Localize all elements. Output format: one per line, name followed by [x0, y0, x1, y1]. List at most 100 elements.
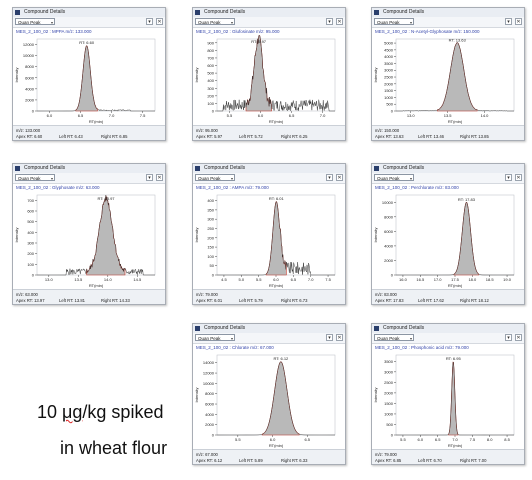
- window-title: Compound Details: [204, 325, 246, 331]
- x-tick-label: 14.0: [104, 277, 113, 282]
- chromatogram-plot: 0 2000 4000 6000 8000 10000 12000 6.0 6.5 7.0 7.5 R…: [14, 38, 156, 124]
- x-axis-label: RT(min): [448, 443, 463, 448]
- pin-button[interactable]: ▾: [505, 174, 512, 181]
- footer-mz: m/z: 63.000: [16, 292, 38, 297]
- compound-details-window[interactable]: Compound Details Quan Peak ▾ ▾ ✕ MES_2_10…: [371, 163, 525, 305]
- peak-type-dropdown[interactable]: Quan Peak ▾: [15, 18, 55, 25]
- peak-type-dropdown[interactable]: Quan Peak ▾: [374, 334, 414, 341]
- compound-details-window[interactable]: Compound Details Quan Peak ▾ ▾ ✕ MES_2_10…: [371, 7, 525, 141]
- x-tick-label: 17.0: [434, 277, 443, 282]
- peak-type-dropdown[interactable]: Quan Peak ▾: [374, 18, 414, 25]
- footer-mz: m/z: 79.000: [375, 452, 397, 457]
- y-tick-label: 3000: [384, 68, 394, 73]
- y-tick-label: 6000: [25, 75, 35, 80]
- footer-apex-rt: Apex RT: 6.01: [196, 298, 223, 303]
- y-tick-label: 12000: [23, 42, 35, 47]
- y-tick-label: 900: [207, 40, 214, 45]
- y-tick-label: 1000: [384, 95, 394, 100]
- peak-type-dropdown[interactable]: Quan Peak ▾: [195, 174, 235, 181]
- chevron-down-icon: ▾: [230, 20, 233, 25]
- window-toolbar: Quan Peak ▾ ▾ ✕: [193, 17, 345, 28]
- close-button[interactable]: ✕: [336, 174, 343, 181]
- compound-details-window[interactable]: Compound Details Quan Peak ▾ ▾ ✕ MES_2_10…: [12, 7, 166, 141]
- dropdown-value: Quan Peak: [377, 336, 400, 341]
- dropdown-value: Quan Peak: [198, 20, 221, 25]
- x-tick-label: 14.0: [481, 113, 490, 118]
- footer-mz: m/z: 67.000: [196, 452, 218, 457]
- pin-button[interactable]: ▾: [146, 18, 153, 25]
- chromatogram-trace: [396, 42, 514, 112]
- close-button[interactable]: ✕: [515, 334, 522, 341]
- chevron-down-icon: ▾: [50, 20, 53, 25]
- compound-details-window[interactable]: Compound Details Quan Peak ▾ ▾ ✕ MES_2_10…: [192, 7, 346, 141]
- y-tick-label: 600: [27, 209, 34, 214]
- window-toolbar: Quan Peak ▾ ▾ ✕: [372, 17, 524, 28]
- y-tick-label: 2000: [25, 97, 35, 102]
- y-tick-label: 3000: [384, 369, 394, 374]
- compound-details-window[interactable]: Compound Details Quan Peak ▾ ▾ ✕ MES_2_10…: [192, 163, 346, 305]
- pin-button[interactable]: ▾: [146, 174, 153, 181]
- footer-mz: m/z: 150.000: [375, 128, 400, 133]
- peak-type-dropdown[interactable]: Quan Peak ▾: [374, 174, 414, 181]
- window-toolbar: Quan Peak ▾ ▾ ✕: [372, 333, 524, 344]
- y-tick-label: 400: [27, 230, 34, 235]
- app-icon: [374, 166, 379, 171]
- close-button[interactable]: ✕: [156, 174, 163, 181]
- peak-type-dropdown[interactable]: Quan Peak ▾: [15, 174, 55, 181]
- x-tick-label: 17.5: [451, 277, 460, 282]
- chromatogram-trace: [37, 45, 155, 112]
- x-tick-label: 7.5: [470, 437, 476, 442]
- peak-type-dropdown[interactable]: Quan Peak ▾: [195, 18, 235, 25]
- compound-details-window[interactable]: Compound Details Quan Peak ▾ ▾ ✕ MES_2_10…: [371, 323, 525, 465]
- trace-header: MES_2_100_02 : Phosphonic acid m/z: 79.0…: [375, 345, 469, 350]
- y-tick-label: 500: [386, 102, 393, 107]
- window-title: Compound Details: [24, 9, 66, 15]
- close-button[interactable]: ✕: [336, 18, 343, 25]
- y-tick-label: 10000: [23, 53, 35, 58]
- y-tick-label: 350: [207, 207, 214, 212]
- close-button[interactable]: ✕: [515, 174, 522, 181]
- chevron-down-icon: ▾: [409, 176, 412, 181]
- x-axis-label: RT(min): [89, 119, 104, 124]
- close-button[interactable]: ✕: [515, 18, 522, 25]
- x-tick-label: 7.5: [140, 113, 146, 118]
- chromatogram-plot: 0 500 1000 1500 2000 2500 3000 3500 5.5 6.0 6.5 7.0…: [373, 354, 515, 448]
- footer-right-rt: Right RT: 6.25: [281, 134, 308, 139]
- pin-button[interactable]: ▾: [326, 18, 333, 25]
- x-axis-label: RT(min): [448, 283, 463, 288]
- footer-mz: m/z: 133.000: [16, 128, 41, 133]
- footer-right-rt: Right RT: 6.85: [101, 134, 128, 139]
- peak-info-footer: m/z: 79.000 Apex RT: 6.85 Left RT: 6.70 …: [372, 449, 524, 464]
- y-tick-label: 0: [32, 273, 35, 278]
- footer-apex-rt: Apex RT: 13.63: [375, 134, 404, 139]
- x-tick-label: 5.5: [227, 113, 233, 118]
- app-icon: [15, 166, 20, 171]
- chromatogram-plot: 0 2000 4000 6000 8000 10000 12000 14000 5.5 6.0 6.…: [194, 354, 336, 448]
- peak-info-footer: m/z: 83.000 Apex RT: 17.83 Left RT: 17.6…: [372, 289, 524, 304]
- chromatogram-trace: [217, 35, 335, 112]
- plot-area: [216, 38, 336, 112]
- retention-time-label: RT: 13.97: [97, 196, 115, 201]
- footer-apex-rt: Apex RT: 5.97: [196, 134, 223, 139]
- caption-rest: /kg spiked: [82, 402, 164, 422]
- close-button[interactable]: ✕: [336, 334, 343, 341]
- x-tick-label: 6.0: [418, 437, 424, 442]
- x-tick-label: 5.5: [400, 437, 406, 442]
- chromatogram-trace: [37, 195, 155, 276]
- pin-button[interactable]: ▾: [505, 18, 512, 25]
- compound-details-window[interactable]: Compound Details Quan Peak ▾ ▾ ✕ MES_2_10…: [12, 163, 166, 305]
- close-button[interactable]: ✕: [156, 18, 163, 25]
- dropdown-value: Quan Peak: [18, 176, 41, 181]
- peak-type-dropdown[interactable]: Quan Peak ▾: [195, 334, 235, 341]
- y-tick-label: 8000: [384, 214, 394, 219]
- trace-header: MES_2_100_02 : Chlorate m/z: 67.000: [196, 345, 274, 350]
- y-tick-label: 8000: [205, 391, 215, 396]
- y-tick-label: 200: [207, 235, 214, 240]
- window-title: Compound Details: [383, 9, 425, 15]
- pin-button[interactable]: ▾: [326, 334, 333, 341]
- pin-button[interactable]: ▾: [505, 334, 512, 341]
- y-tick-label: 100: [27, 262, 34, 267]
- y-tick-label: 0: [391, 109, 394, 114]
- compound-details-window[interactable]: Compound Details Quan Peak ▾ ▾ ✕ MES_2_10…: [192, 323, 346, 465]
- pin-button[interactable]: ▾: [326, 174, 333, 181]
